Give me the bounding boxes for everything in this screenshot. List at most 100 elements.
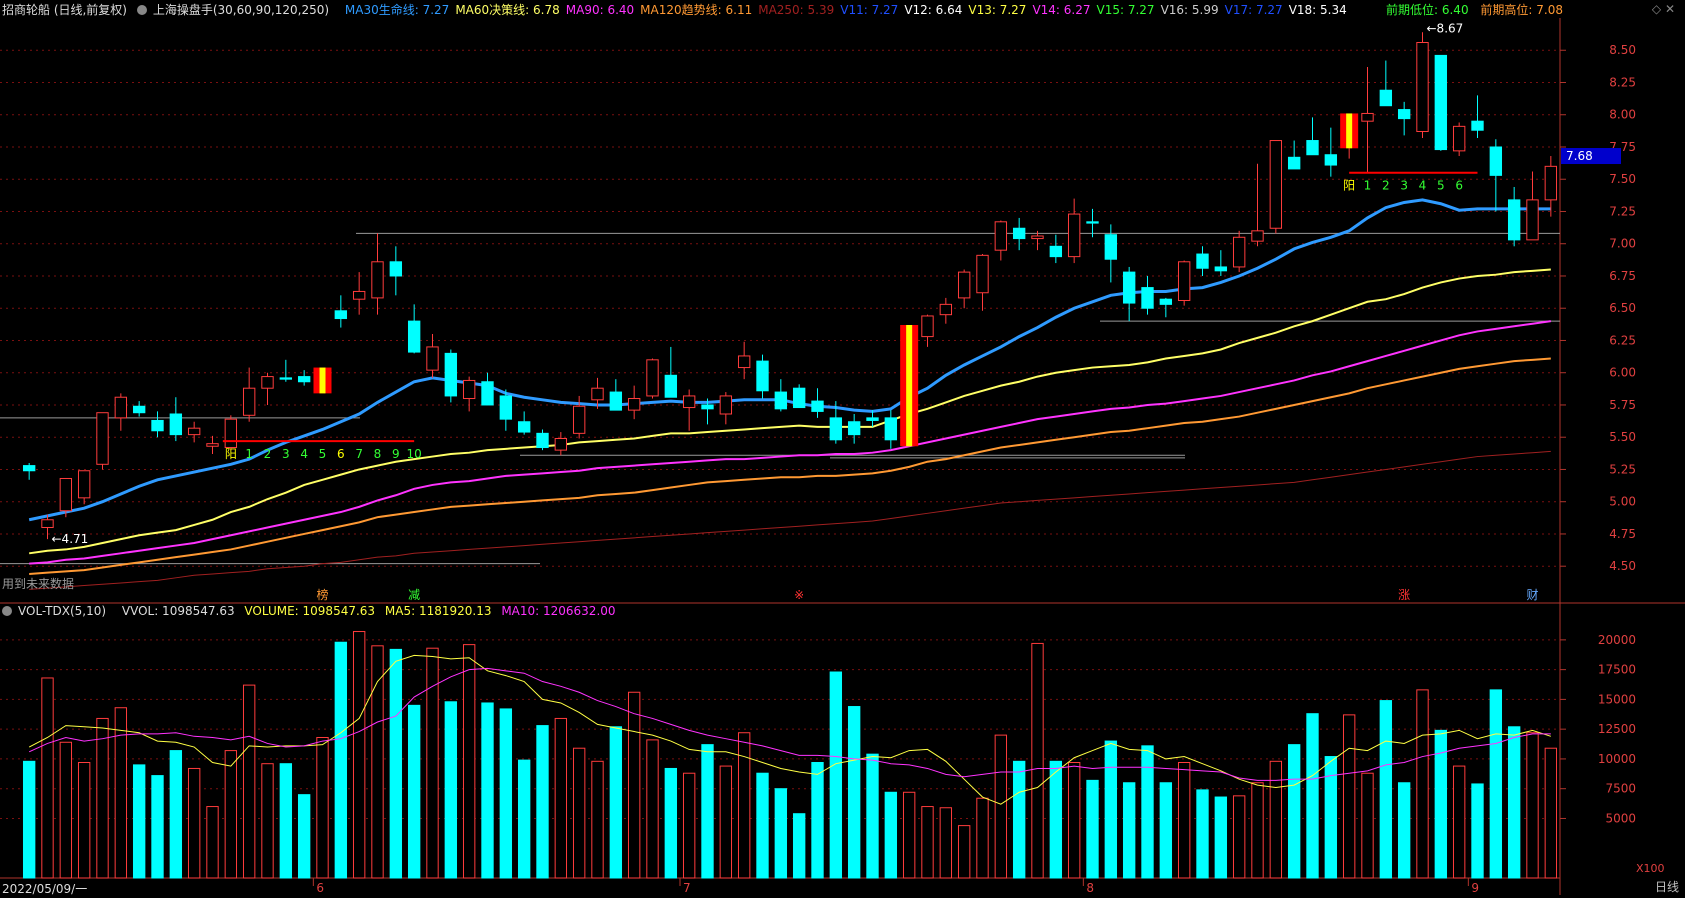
volume-bar [1324,756,1338,879]
volume-bar [426,647,439,879]
volume-bar [1287,744,1301,879]
vol-indicator-name[interactable]: VOL-TDX(5,10) [2,604,112,618]
volume-bar [664,767,678,879]
prev-high-label: 前期高位: 7.08 [1480,3,1563,17]
candle-body [224,418,238,449]
count-label: 1 [1364,179,1372,193]
start-date-label: 2022/05/09/一 [2,882,88,896]
volume-bar [756,772,769,879]
ma-line-ma250 [29,450,1551,590]
ma-legend-item: V13: 7.27 [968,3,1027,17]
volume-bar [224,750,238,879]
candle-body [811,400,824,412]
candle-body [297,376,311,383]
current-price-tag [1561,148,1621,165]
volume-header: VOL-TDX(5,10) VVOL: 1098547.63 VOLUME: 1… [2,604,622,618]
volume-bar [1086,779,1099,879]
settings-icon[interactable] [2,606,12,616]
ma-line-ma30 [28,198,1551,522]
candle-body [1287,156,1301,170]
ma-legend: MA30生命线: 7.27 MA60决策线: 6.78 MA90: 6.40 MA12… [345,3,1353,17]
candle-body [389,261,403,277]
main-header: 招商轮船 (日线,前复权) 上海操盘手(30,60,90,120,250) MA… [2,1,1359,17]
yang-label: 阳 [1343,179,1355,193]
candle-body [1086,221,1099,224]
candle-body [242,387,256,416]
price-tick-label: 8.50 [1609,43,1636,57]
candle-body [1012,227,1026,240]
volume-tick-label: 17500 [1598,663,1636,677]
candle-body [1251,230,1264,242]
ma-legend-item: MA120趋势线: 6.11 [640,3,753,17]
count-label: 1 [245,447,253,461]
month-tick-label: 8 [1086,881,1094,895]
volume-bar [884,791,898,879]
month-tick-label: 6 [316,881,324,895]
signal-bar-inner [906,324,913,447]
settings-icon[interactable] [136,5,147,15]
month-tick-label: 9 [1471,881,1479,895]
candle-body [132,405,146,414]
ma-legend-item: MA60决策线: 6.78 [455,3,560,17]
volume-bar [976,797,989,879]
count-label: 8 [374,447,382,461]
count-label: 7 [355,447,363,461]
low-price-marker: ←4.71 [52,532,89,546]
volume-bar [627,691,641,879]
volume-bar [77,762,91,879]
count-label: 5 [319,447,327,461]
prev-levels: 前期低位: 6.40 前期高位: 7.08 [1386,1,1563,18]
price-tick-label: 6.75 [1609,269,1636,283]
volume-bar [334,641,348,879]
high-price-marker: ←8.67 [1427,21,1464,35]
window-controls[interactable]: ◇ ✕ [1652,2,1675,16]
price-tick-label: 6.50 [1609,301,1636,315]
ma-legend-item: V11: 7.27 [840,3,899,17]
candle-body [957,271,971,299]
volume-bar [22,760,36,879]
volume-bar [206,806,219,879]
candle-body [444,352,458,397]
volume-bar [939,807,953,879]
volume-bar [1031,642,1044,879]
candle-body [994,221,1008,251]
candle-body [737,355,751,369]
candle-body [1397,109,1411,120]
price-tick-label: 6.25 [1609,333,1636,347]
volume-bar [352,631,366,879]
period-label[interactable]: 日线 [1654,880,1679,894]
current-price-label: 7.68 [1566,149,1593,163]
indicator-title[interactable]: 上海操盘手(30,60,90,120,250) [136,3,335,17]
volume-bar [1049,760,1063,879]
candle-body [1122,271,1136,304]
candle-body [407,320,421,353]
close-icon[interactable]: ✕ [1664,2,1675,16]
volume-bar [1159,782,1173,879]
candle-body [1379,89,1393,107]
volume-ma5-line [28,654,1551,805]
ma-legend-item: MA250: 5.39 [758,3,835,17]
volume-bar [169,750,183,879]
count-label: 4 [1419,179,1427,193]
candle-body [792,387,806,409]
volume-bar [1232,795,1246,879]
month-tick-label: 7 [683,881,691,895]
candle-body [1471,120,1484,131]
volume-bar [847,706,861,879]
ma-legend-item: V14: 6.27 [1032,3,1091,17]
candle-body [1196,253,1209,269]
volume-bar [719,765,733,879]
ma5-label: MA5: 1181920.13 [384,604,492,618]
candle-body [646,359,659,397]
stock-title[interactable]: 招商轮船 (日线,前复权) [2,3,127,17]
candle-body [1361,112,1374,122]
volume-tick-label: 5000 [1605,811,1636,825]
ma-legend-item: MA30生命线: 7.27 [344,3,450,17]
diamond-icon[interactable]: ◇ [1651,2,1662,16]
candle-body [41,519,54,529]
volume-bar [132,764,146,879]
vvol-label: VVOL: 1098547.63 [121,604,235,618]
volume-bar [1416,689,1429,879]
